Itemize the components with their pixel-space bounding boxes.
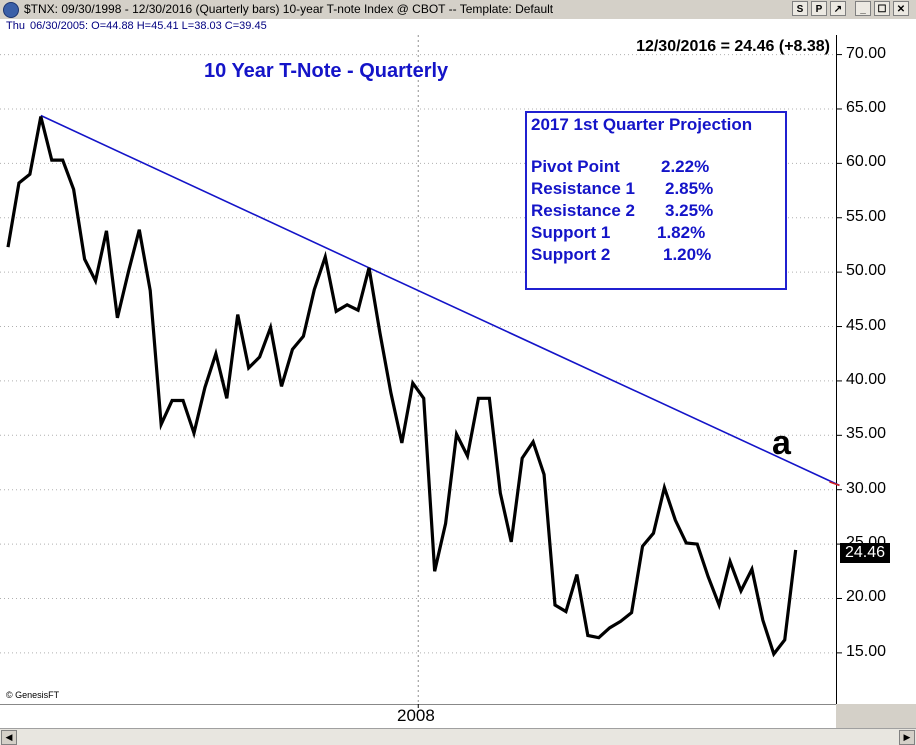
last-price-tag: 24.46 — [840, 543, 890, 563]
projection-value: 1.20% — [663, 245, 712, 264]
maximize-button[interactable]: ☐ — [874, 1, 890, 16]
s-button[interactable]: S — [792, 1, 808, 16]
minimize-button[interactable]: _ — [855, 1, 871, 16]
horizontal-scrollbar[interactable]: ◀ ▶ — [0, 728, 916, 745]
y-tick-label: 55.00 — [846, 207, 887, 225]
y-tick-label: 65.00 — [846, 98, 887, 116]
y-tick-label: 20.00 — [846, 588, 887, 606]
y-tick-label: 40.00 — [846, 370, 887, 388]
link-icon[interactable]: ↗ — [830, 1, 846, 16]
y-tick-label: 60.00 — [846, 153, 887, 171]
price-axis[interactable] — [836, 35, 916, 704]
y-tick-label: 45.00 — [846, 316, 887, 334]
projection-row-s1: Support 1 1.82% — [531, 223, 705, 243]
scroll-right-icon[interactable]: ▶ — [899, 730, 915, 745]
projection-row-s2: Support 2 1.20% — [531, 245, 711, 265]
y-tick-label: 30.00 — [846, 479, 887, 497]
projection-row-pivot: Pivot Point 2.22% — [531, 157, 709, 177]
projection-label: Resistance 1 — [531, 179, 635, 198]
copyright-label: © GenesisFT — [6, 690, 60, 700]
projection-value: 3.25% — [665, 201, 714, 220]
scroll-left-icon[interactable]: ◀ — [1, 730, 17, 745]
y-tick-label: 15.00 — [846, 642, 887, 660]
info-ohlc: 06/30/2005: O=44.88 H=45.41 L=38.03 C=39… — [30, 20, 267, 32]
chart-title: 10 Year T-Note - Quarterly — [204, 60, 449, 82]
title-bar: $TNX: 09/30/1998 - 12/30/2016 (Quarterly… — [0, 0, 916, 20]
y-tick-label: 35.00 — [846, 425, 887, 443]
projection-row-r1: Resistance 1 2.85% — [531, 179, 713, 199]
p-button[interactable]: P — [811, 1, 827, 16]
projection-label: Support 1 — [531, 223, 611, 242]
projection-title: 2017 1st Quarter Projection — [531, 115, 753, 134]
trendline-annotation: a — [772, 424, 791, 462]
app-icon — [3, 2, 19, 18]
projection-box: 2017 1st Quarter Projection Pivot Point … — [525, 111, 787, 290]
projection-label: Resistance 2 — [531, 201, 635, 220]
projection-value: 1.82% — [657, 223, 706, 242]
projection-label: Pivot Point — [531, 157, 620, 176]
projection-label: Support 2 — [531, 245, 611, 264]
y-tick-label: 50.00 — [846, 262, 887, 280]
price-series-line[interactable] — [6, 116, 798, 658]
trendline-end-marker — [829, 481, 840, 487]
projection-value: 2.85% — [665, 179, 714, 198]
projection-row-r2: Resistance 2 3.25% — [531, 201, 713, 221]
x-tick-label: 2008 — [397, 706, 435, 725]
projection-value: 2.22% — [661, 157, 710, 176]
y-tick-label: 70.00 — [846, 44, 887, 62]
info-bar: Thu 06/30/2005: O=44.88 H=45.41 L=38.03 … — [0, 19, 916, 35]
info-day: Thu — [6, 20, 25, 32]
close-button[interactable]: ✕ — [893, 1, 909, 16]
window-title: $TNX: 09/30/1998 - 12/30/2016 (Quarterly… — [24, 2, 554, 16]
last-value-readout: 12/30/2016 = 24.46 (+8.38) — [636, 38, 830, 55]
